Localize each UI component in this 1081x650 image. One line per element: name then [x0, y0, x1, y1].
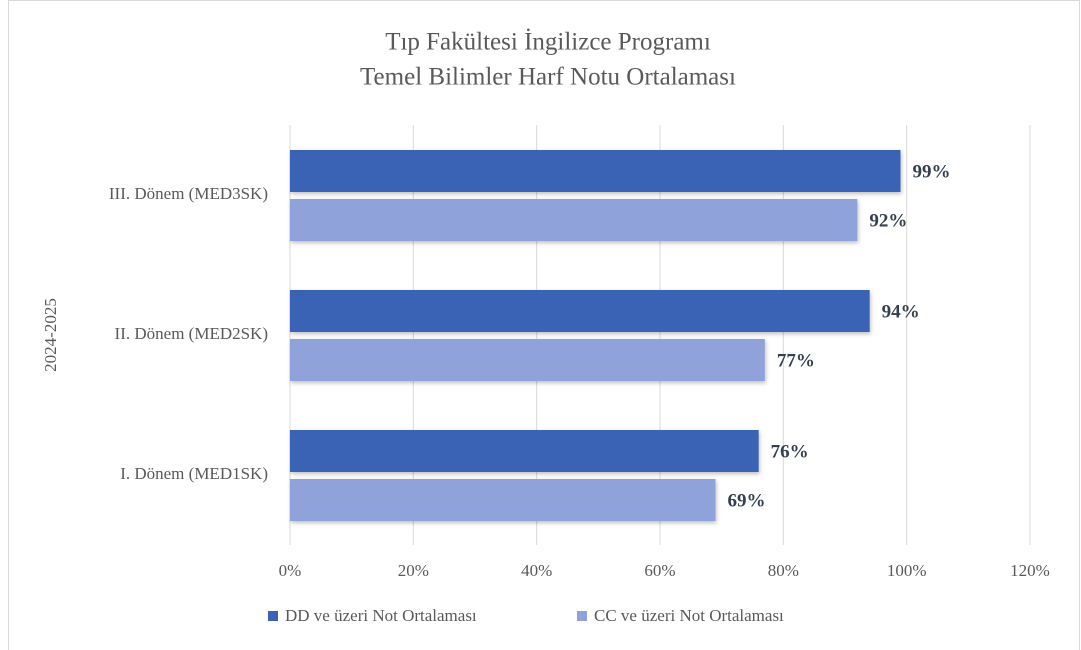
- bar: [290, 290, 870, 332]
- value-label: 76%: [771, 441, 809, 462]
- value-label: 77%: [777, 350, 815, 371]
- x-tick-label: 60%: [644, 561, 675, 580]
- value-label: 94%: [882, 301, 920, 322]
- y-tick-label: II. Dönem (MED2SK): [115, 324, 268, 343]
- bar: [290, 339, 765, 381]
- x-tick-label: 40%: [521, 561, 552, 580]
- bar: [290, 199, 858, 241]
- bar: [290, 479, 716, 521]
- x-tick-label: 120%: [1010, 561, 1050, 580]
- legend-label: DD ve üzeri Not Ortalaması: [285, 606, 477, 625]
- x-tick-label: 100%: [887, 561, 927, 580]
- legend-swatch: [577, 611, 587, 621]
- chart-title: Temel Bilimler Harf Notu Ortalaması: [360, 64, 736, 91]
- value-label: 92%: [869, 210, 907, 231]
- bar: [290, 150, 901, 192]
- value-label: 69%: [728, 490, 766, 511]
- legend-label: CC ve üzeri Not Ortalaması: [594, 606, 784, 625]
- legend-swatch: [268, 611, 278, 621]
- y-tick-label: III. Dönem (MED3SK): [109, 184, 268, 203]
- x-tick-label: 0%: [279, 561, 302, 580]
- x-tick-label: 20%: [398, 561, 429, 580]
- chart-title: Tıp Fakültesi İngilizce Programı: [385, 29, 711, 56]
- y-tick-label: I. Dönem (MED1SK): [120, 464, 268, 483]
- x-tick-label: 80%: [768, 561, 799, 580]
- bar: [290, 430, 759, 472]
- group-label: 2024-2025: [41, 298, 60, 372]
- value-label: 99%: [913, 161, 951, 182]
